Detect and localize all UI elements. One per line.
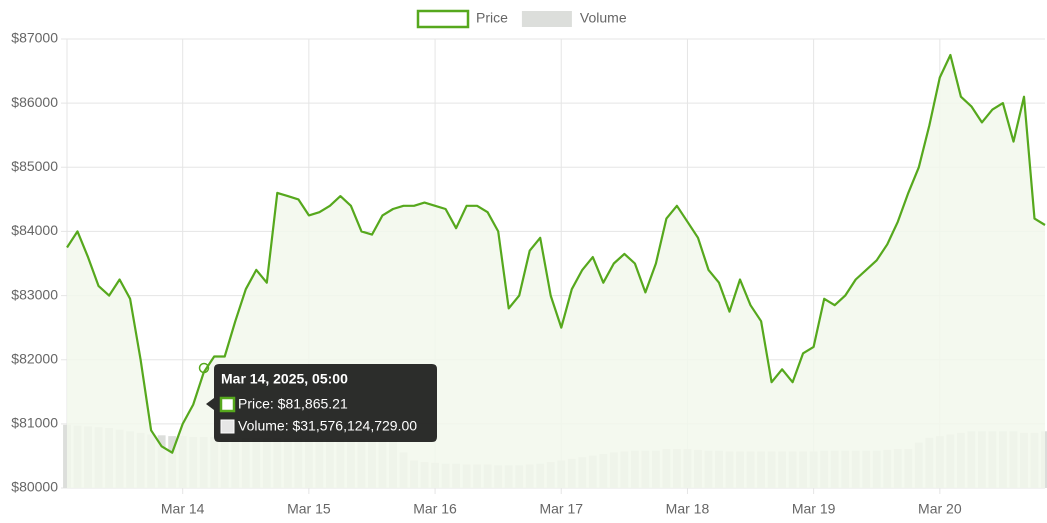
y-tick-label: $82000 bbox=[11, 350, 58, 366]
x-tick-label: Mar 20 bbox=[918, 501, 962, 517]
x-tick-label: Mar 16 bbox=[413, 501, 457, 517]
marks bbox=[63, 53, 1047, 488]
x-tick-label: Mar 19 bbox=[792, 501, 836, 517]
y-tick-label: $84000 bbox=[11, 222, 58, 238]
tooltip-box bbox=[206, 364, 437, 442]
x-tick-label: Mar 14 bbox=[161, 501, 205, 517]
legend-label[interactable]: Volume bbox=[580, 10, 627, 26]
x-tick-label: Mar 15 bbox=[287, 501, 331, 517]
price-line bbox=[66, 53, 1046, 454]
price-area bbox=[67, 55, 1045, 488]
legend-swatch[interactable] bbox=[521, 11, 572, 27]
tooltip-swatch bbox=[220, 419, 235, 434]
y-tick-label: $80000 bbox=[11, 479, 58, 495]
tooltip-title: Mar 14, 2025, 05:00 bbox=[221, 371, 348, 387]
tooltip-line: Volume: $31,576,124,729.00 bbox=[238, 418, 417, 434]
y-tick-label: $83000 bbox=[11, 286, 58, 302]
tooltip: Mar 14, 2025, 05:00 Price: $81,865.21 Vo… bbox=[206, 364, 437, 442]
axes: $80000 $81000 $82000 $83000 $84000 $85000 $860… bbox=[11, 30, 962, 517]
tooltip-line: Price: $81,865.21 bbox=[238, 396, 348, 412]
y-tick-label: $85000 bbox=[11, 158, 58, 174]
y-tick-label: $81000 bbox=[11, 415, 58, 431]
legend-label[interactable]: Price bbox=[476, 10, 508, 26]
x-tick-label: Mar 18 bbox=[666, 501, 710, 517]
hover-point bbox=[198, 362, 210, 374]
legend: Price Volume bbox=[416, 9, 627, 29]
legend-swatch[interactable] bbox=[416, 9, 470, 29]
y-tick-label: $87000 bbox=[11, 30, 58, 46]
y-tick-label: $86000 bbox=[11, 94, 58, 110]
tooltip-swatch bbox=[219, 396, 236, 413]
x-tick-label: Mar 17 bbox=[539, 501, 583, 517]
